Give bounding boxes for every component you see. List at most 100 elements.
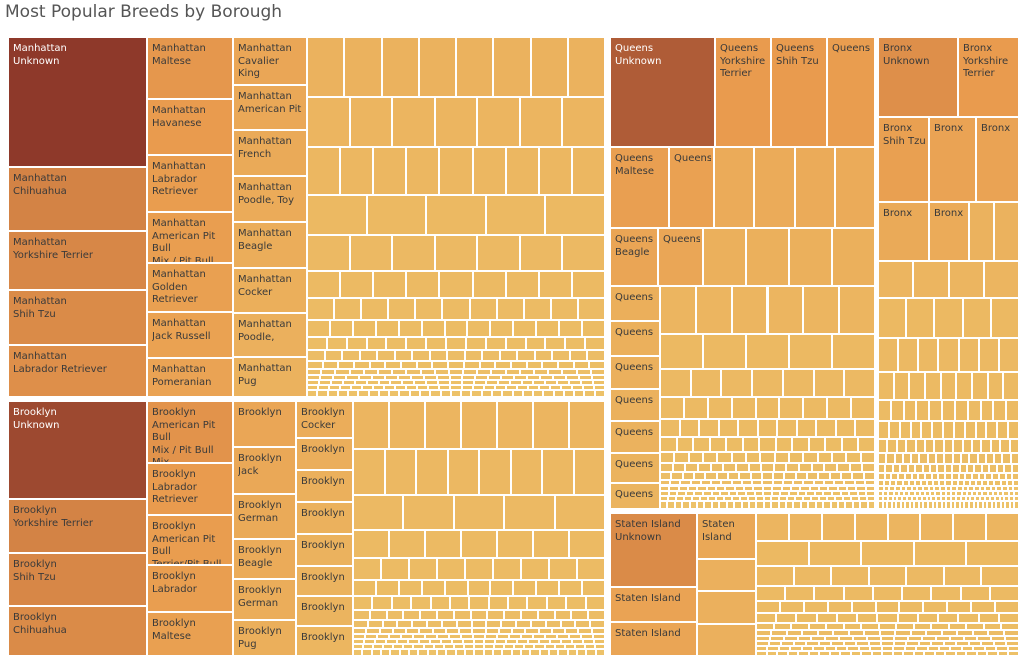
treemap-small-tile [984,645,997,651]
treemap-tile: Brooklyn [296,534,353,566]
treemap-small-tile [773,472,785,480]
treemap-small-tile [574,643,585,649]
treemap-small-tile [908,635,923,641]
treemap-small-tile [456,619,472,628]
treemap-small-tile [878,473,885,481]
treemap-small-tile [409,558,437,580]
treemap-small-tile [906,640,919,646]
treemap-small-tile [800,500,809,509]
treemap-small-tile [907,464,916,474]
treemap-small-tile [703,228,746,286]
treemap-small-tile [439,270,473,299]
treemap-small-tile [778,500,787,509]
treemap-small-tile [421,320,445,338]
treemap-small-tile [917,486,924,492]
treemap-small-tile [948,622,967,631]
tile-label: Bronx [934,208,964,219]
treemap-small-tile [579,374,593,380]
treemap-small-tile [536,320,560,338]
tile-label: Manhattan Poodle, Toy [238,182,294,206]
treemap-small-tile [688,451,703,464]
treemap-small-tile [536,579,560,597]
treemap-small-tile [833,630,849,636]
treemap-small-tile [883,486,890,492]
treemap-small-tile [573,449,605,495]
treemap-small-tile [971,601,996,614]
treemap-tile: Queens Beagle [610,228,658,286]
treemap-small-tile [361,298,389,321]
treemap-small-tile [913,650,925,656]
treemap-small-tile [907,496,913,502]
treemap-small-tile [377,350,395,361]
treemap-tile: Bronx [878,202,929,261]
treemap-tile: Manhattan Beagle [233,222,307,268]
treemap-small-tile [358,374,372,380]
treemap-small-tile [996,464,1005,474]
treemap-small-tile [465,337,486,351]
treemap-small-tile [880,635,895,641]
treemap-small-tile [349,97,393,147]
treemap-small-tile [721,479,732,486]
treemap-tile: Manhattan Shih Tzu [8,290,147,345]
treemap-small-tile [1008,491,1014,497]
treemap-small-tile [660,500,668,509]
treemap-small-tile [569,379,582,385]
treemap-small-tile [683,397,708,420]
treemap-small-tile [891,501,897,509]
treemap-small-tile [465,648,475,656]
treemap-small-tile [516,384,528,390]
treemap-small-tile [843,586,873,602]
treemap-small-tile [461,530,497,559]
treemap-small-tile [747,495,756,501]
treemap-small-tile [996,486,1003,492]
treemap-small-tile [952,452,961,465]
treemap-tile: Brooklyn American Pit Bull Mix / Pit Bul… [147,401,233,463]
treemap-small-tile [386,337,407,351]
treemap-small-tile [390,648,400,656]
treemap-small-tile [755,495,764,501]
treemap-small-tile [789,490,798,496]
tile-label: Brooklyn American Pit Bull Terrier/Pit B… [152,521,222,565]
treemap-small-tile [899,601,924,614]
treemap-small-tile [367,619,383,628]
treemap-small-tile [762,485,773,491]
treemap-small-tile [843,622,862,631]
treemap-small-tile [585,596,605,610]
treemap-small-tile [553,389,564,397]
treemap-small-tile [372,596,392,610]
treemap-small-tile [829,650,841,656]
treemap-small-tile [989,496,995,502]
treemap-small-tile [1002,452,1011,465]
treemap-small-tile [703,334,746,369]
treemap-small-tile [878,491,884,497]
treemap-small-tile [881,640,894,646]
treemap-small-tile [968,501,974,509]
treemap-small-tile [872,586,903,602]
treemap-small-tile [746,451,761,464]
treemap-small-tile [660,397,684,420]
treemap-tile: Brooklyn Maltese [147,612,233,656]
treemap-small-tile [590,619,605,628]
treemap-small-tile [887,513,921,541]
treemap-small-tile [850,650,862,656]
treemap-small-tile [573,360,590,369]
treemap-small-tile [590,368,605,375]
treemap-small-tile [988,630,1004,636]
treemap-small-tile [799,463,812,473]
treemap-small-tile [787,650,799,656]
treemap-small-tile [384,449,416,495]
treemap-small-tile [882,496,888,502]
treemap-small-tile [793,500,801,509]
treemap-small-tile [756,586,786,602]
treemap-small-tile [808,650,820,656]
treemap-small-tile [669,485,679,491]
treemap-small-tile [439,147,473,195]
tile-label: Bronx [883,208,913,219]
treemap-small-tile [943,438,954,453]
treemap-small-tile [920,480,928,487]
treemap-small-tile [928,501,933,509]
treemap-tile: Manhattan Golden Retriever [147,263,233,312]
treemap-small-tile [860,500,868,509]
treemap-small-tile [972,473,979,481]
treemap-small-tile [379,627,393,634]
